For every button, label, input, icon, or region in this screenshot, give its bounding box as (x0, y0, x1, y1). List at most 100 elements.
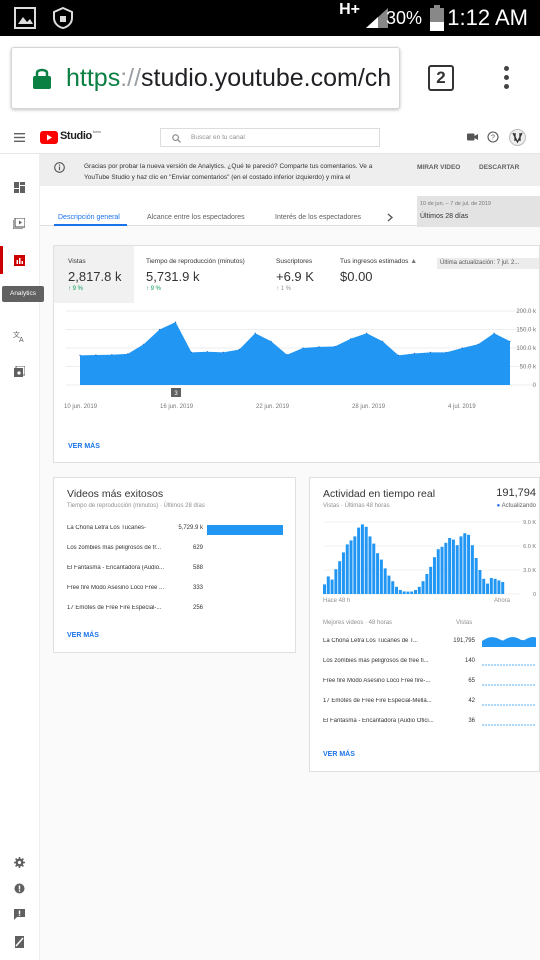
views-data-point (270, 340, 272, 342)
y-tick-label: 200.0 k (516, 309, 537, 315)
realtime-bar (334, 569, 338, 594)
tab-overview[interactable]: Descripción general (58, 214, 120, 221)
see-more-link[interactable]: VER MÁS (67, 632, 99, 639)
realtime-subtitle: Vistas · Últimas 48 horas (323, 503, 390, 509)
videos-icon[interactable] (12, 217, 26, 230)
realtime-bar (478, 570, 482, 594)
realtime-bar (387, 575, 391, 594)
realtime-video-row[interactable]: El Fantasma - Encantadora (Audio Ofici..… (323, 718, 538, 732)
metric-views[interactable]: Vistas 2,817.8 k ↑ 9 % (68, 258, 122, 292)
sparkline (482, 724, 536, 726)
video-views: 191,795 (453, 638, 475, 644)
realtime-x-end: Ahora (494, 598, 511, 604)
banner-text: Gracias por probar la nueva versión de A… (84, 163, 373, 181)
realtime-bar (501, 582, 505, 594)
metric-watch-time[interactable]: Tiempo de reproducción (minutos) 5,731.9… (146, 258, 245, 292)
search-box[interactable]: Buscar en tu canal (160, 128, 380, 147)
views-data-point (175, 321, 177, 323)
svg-text:A: A (19, 337, 24, 342)
realtime-bar (341, 552, 345, 594)
video-views: 42 (468, 698, 475, 704)
last-update: Última actualización: 7 jul. 2... (437, 258, 539, 269)
date-range-selector[interactable]: 10 de jun. – 7 de jul. de 2019 Últimos 2… (417, 196, 540, 227)
top-videos-title: Videos más exitosos (67, 488, 164, 500)
sparkline (482, 684, 536, 686)
realtime-bar (323, 584, 326, 594)
see-more-link[interactable]: VER MÁS (323, 751, 355, 758)
views-data-point (302, 347, 304, 349)
realtime-bar (349, 540, 353, 594)
top-video-row[interactable]: El Fantasma - Encantadora (Audio... 588 (67, 565, 287, 579)
hamburger-menu-icon[interactable] (14, 133, 25, 142)
realtime-title: Actividad en tiempo real (323, 488, 436, 500)
analytics-icon[interactable] (12, 255, 26, 267)
settings-gear-icon[interactable] (12, 857, 26, 869)
realtime-bar (429, 566, 433, 594)
annotation-marker-label: 3 (174, 391, 178, 397)
search-input[interactable]: Buscar en tu canal (191, 134, 245, 141)
url-text[interactable]: https://studio.youtube.com/ch (66, 64, 392, 92)
realtime-bar (364, 526, 368, 594)
annotation-marker[interactable] (171, 388, 181, 397)
realtime-bar (467, 534, 471, 594)
realtime-bar (391, 581, 395, 594)
dismiss-button[interactable]: DESCARTAR (479, 164, 520, 171)
video-watch-time: 588 (192, 565, 203, 571)
security-shield-icon (53, 7, 73, 29)
views-data-point (127, 353, 129, 355)
video-views: 36 (468, 718, 475, 724)
create-video-icon[interactable] (467, 133, 478, 141)
dashboard-icon[interactable] (12, 182, 26, 194)
realtime-bar (489, 578, 493, 594)
chevron-right-icon[interactable] (387, 213, 393, 222)
top-video-row[interactable]: 17 Emotes de Free Fire Especial-... 256 (67, 605, 287, 619)
metric-delta: ↑ 9 % (68, 286, 84, 292)
tab-switcher-button[interactable]: 2 (428, 65, 454, 91)
sparkline (482, 704, 536, 706)
avatar[interactable] (509, 129, 526, 146)
see-more-link[interactable]: VER MÁS (68, 443, 100, 450)
youtube-logo-icon[interactable] (40, 131, 58, 144)
alert-icon[interactable] (12, 883, 26, 895)
realtime-video-row[interactable]: Los zombies mas peligrosos de free fi...… (323, 658, 538, 672)
views-data-point (493, 332, 495, 334)
browser-menu-icon[interactable] (500, 66, 512, 92)
metric-label: Suscriptores (276, 258, 313, 265)
realtime-bar (379, 559, 383, 594)
watch-video-button[interactable]: MIRAR VIDEO (417, 164, 461, 171)
metric-value: $0.00 (340, 269, 373, 284)
metric-label: Vistas (68, 258, 86, 265)
feedback-icon[interactable] (12, 909, 26, 921)
metric-subscribers[interactable]: Suscriptores +6.9 K ↑ 1 % (276, 258, 314, 292)
active-indicator (0, 246, 3, 274)
lock-icon (33, 68, 51, 89)
realtime-video-row[interactable]: La Chona Letra Los Tucanes de T... 191,79… (323, 637, 538, 652)
classic-studio-icon[interactable] (12, 936, 26, 948)
video-views: 65 (468, 678, 475, 684)
top-video-row[interactable]: Los zombies mas peligrosos de fr... 629 (67, 545, 287, 559)
realtime-bar (482, 578, 486, 594)
signal-icon (366, 8, 388, 28)
realtime-card: Actividad en tiempo real 191,794 Vistas … (309, 477, 540, 772)
address-bar[interactable]: https://studio.youtube.com/ch (11, 47, 400, 109)
realtime-bar (493, 578, 497, 594)
views-data-point (318, 346, 320, 348)
sparkline (482, 637, 536, 647)
realtime-bar (410, 591, 414, 594)
audio-library-icon[interactable] (12, 365, 26, 378)
metric-revenue[interactable]: Tus ingresos estimados ▲ $0.00 (340, 258, 417, 284)
tab-interest[interactable]: Interés de los espectadores (275, 214, 361, 221)
realtime-video-row[interactable]: Free fire Modo Asesino Loco Free fire-..… (323, 678, 538, 692)
y-tick-label: 3.0 K (523, 568, 536, 574)
top-video-row[interactable]: La Chona Letra Los Tucanes- 5,729.9 k (67, 525, 287, 539)
y-tick-label: 150.0 k (516, 328, 537, 334)
realtime-bar (440, 546, 444, 594)
studio-topbar: Studio beta Buscar en tu canal ? (0, 120, 540, 154)
gallery-icon (14, 7, 36, 29)
top-video-row[interactable]: Free fire Modo Asesino Loco Free ... 333 (67, 585, 287, 599)
realtime-bar (455, 545, 459, 594)
help-icon[interactable]: ? (487, 131, 499, 143)
tab-reach[interactable]: Alcance entre los espectadores (147, 214, 245, 221)
realtime-video-row[interactable]: 17 Emotes de Free Fire Especial-Mella...… (323, 698, 538, 712)
